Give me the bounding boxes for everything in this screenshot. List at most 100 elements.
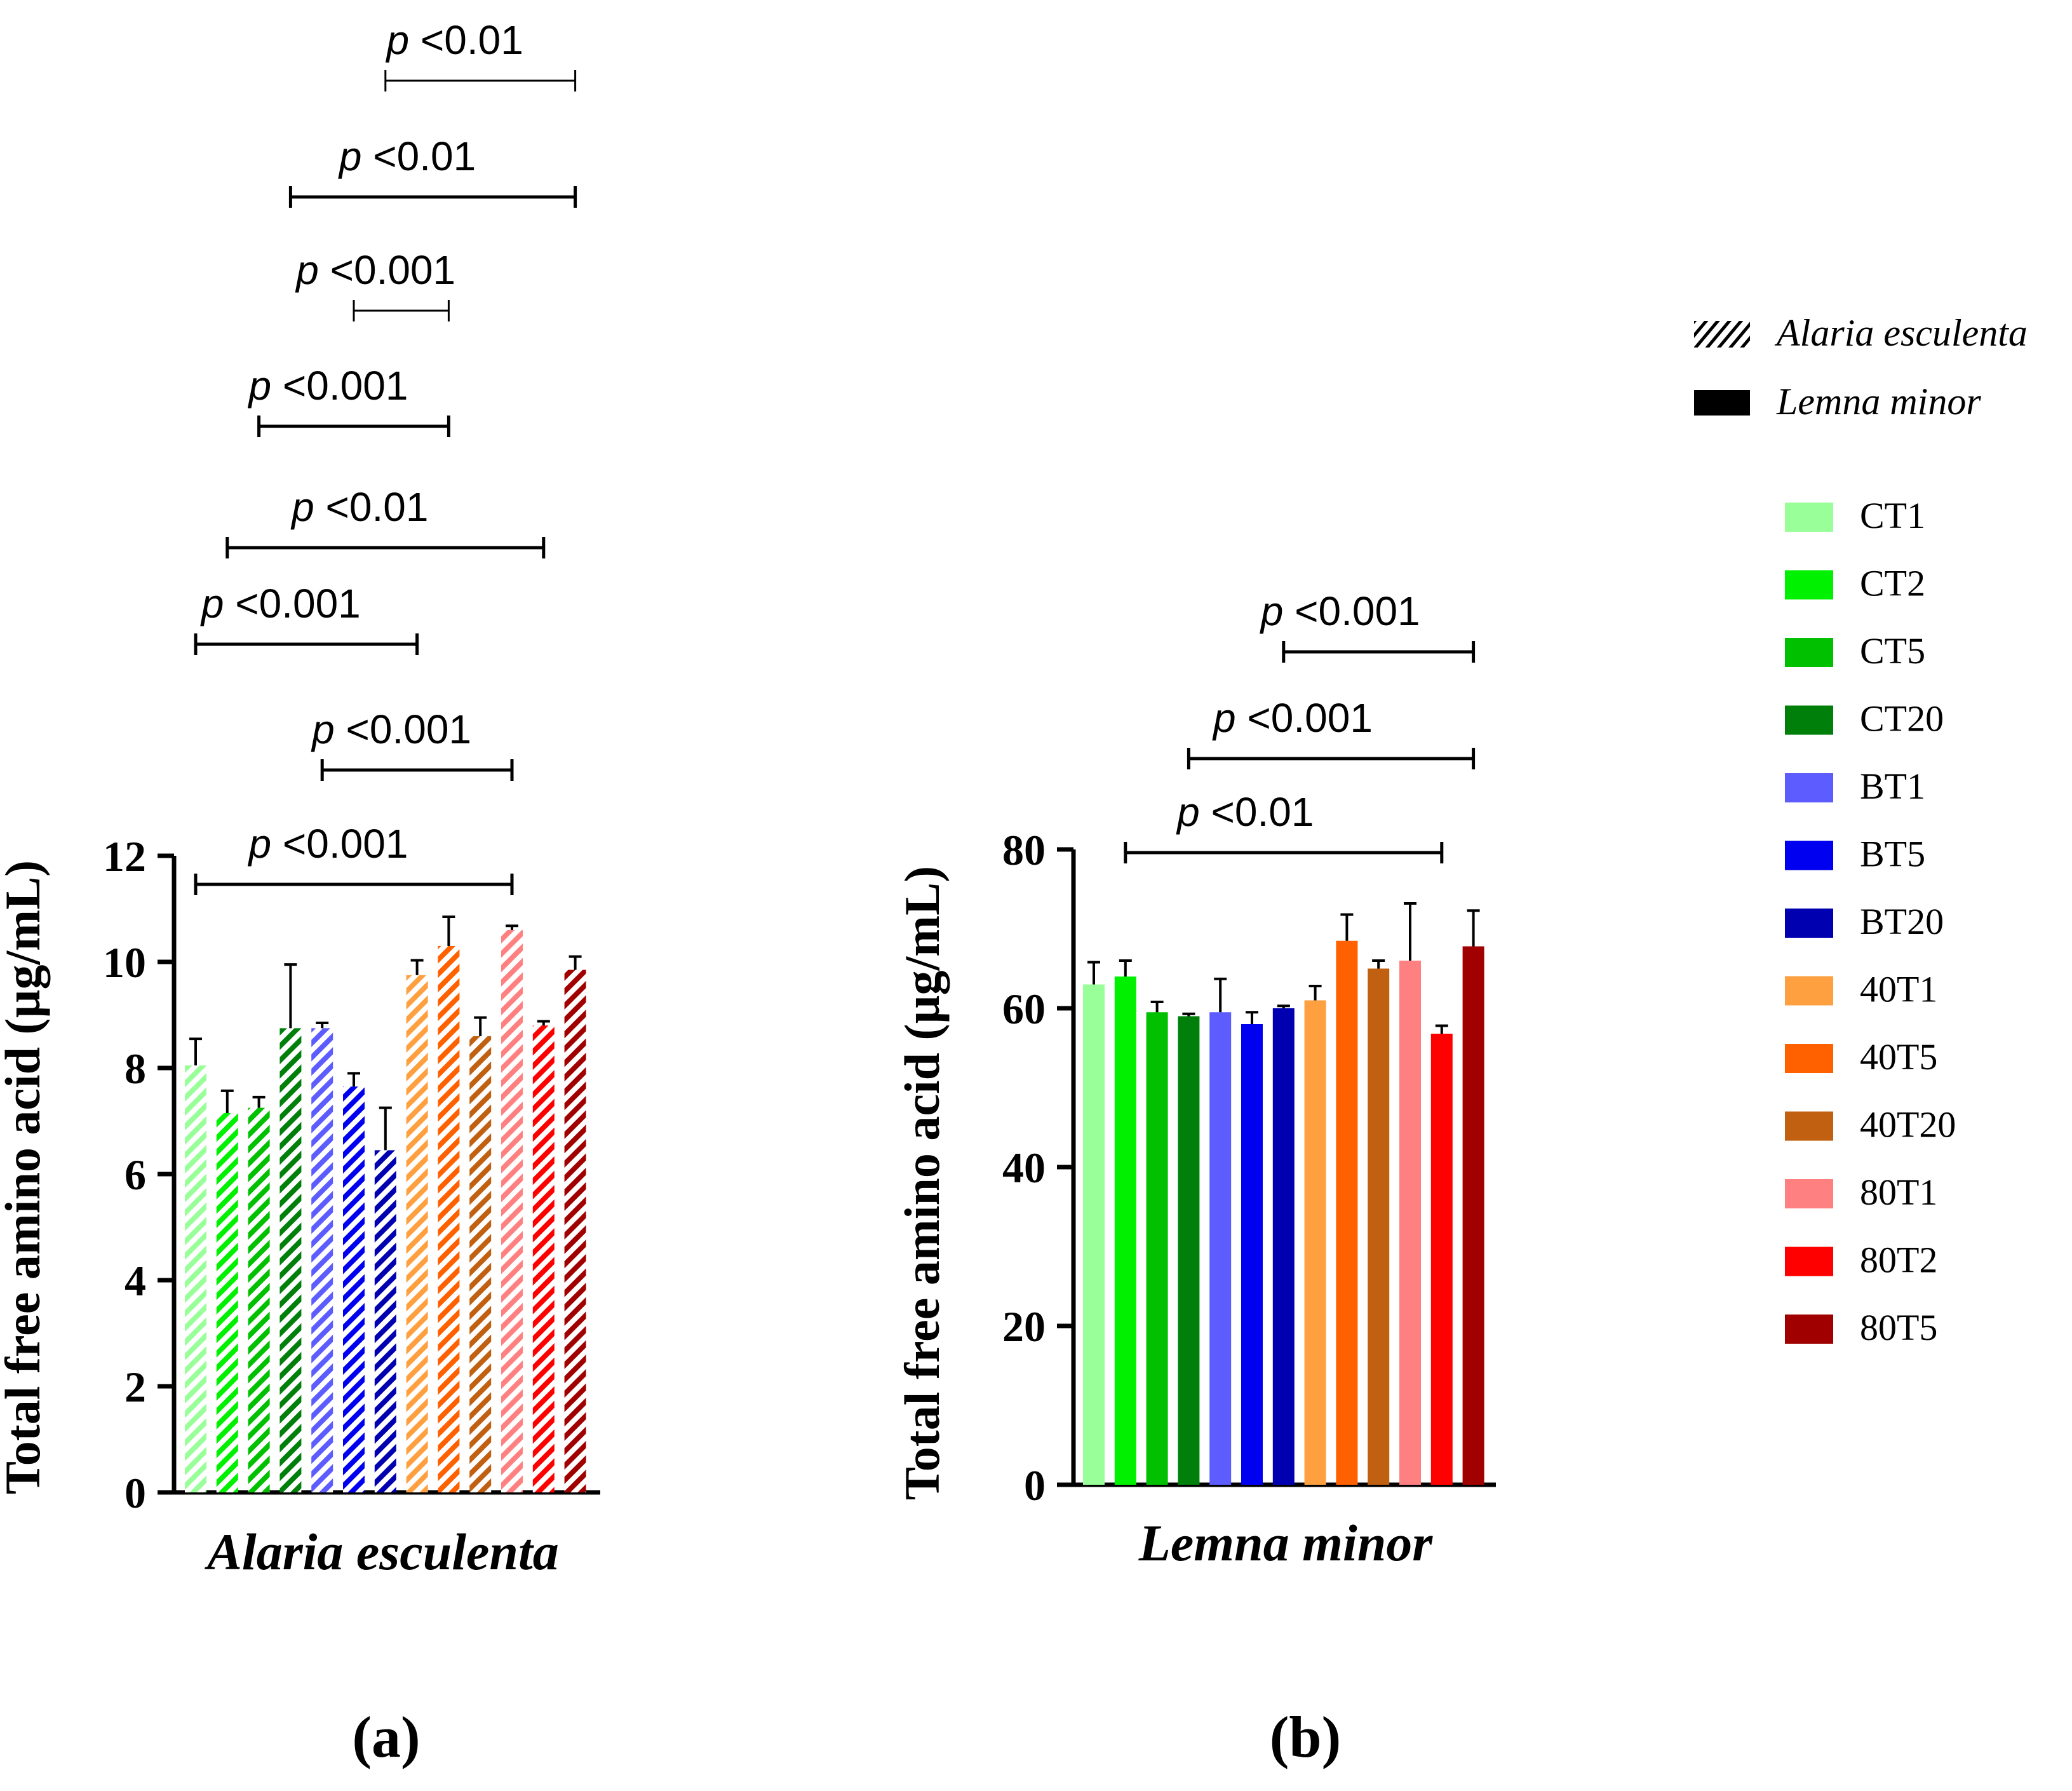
panel-b-error-bar-CT20 [1182,1012,1195,1017]
legend-swatch-80T1 [1785,1179,1833,1208]
panel-b-error-bar-BT5 [1246,1011,1258,1024]
panel-b-error-bar-CT1 [1087,961,1100,985]
legend-pattern-label-lemna: Lemna minor [1776,381,1981,422]
panel-a-error-bar-CT20 [284,963,297,1029]
panel-b-bar-80T1 [1399,961,1421,1485]
panel-a-error-bar-BT20 [379,1106,392,1151]
panel-a-bar-CT20 [279,1028,302,1492]
panel-a-significance-label: p <0.01 [338,133,476,179]
panel-b-significance-label: p <0.001 [1212,695,1373,741]
panel-a-marks: 0 2 4 6 8 10 12 p <0.001 p <0.001 p <0.001 p <0.01… [103,17,600,1517]
legend-label-40T20: 40T20 [1860,1104,1956,1146]
panel-a-significance-label: p <0.001 [295,247,455,293]
legend-swatch-BT5 [1785,841,1833,870]
panel-b-y-axis-label: Total free amino acid (µg/mL) [894,866,950,1500]
panel-a-significance-label: p <0.01 [386,17,523,63]
legend-pattern-entry-alaria: Alaria esculenta [1694,312,2028,354]
panel-a-y-tick-label: 2 [124,1363,146,1411]
panel-a-error-bar-BT1 [316,1022,329,1029]
panel-a-bar-80T5 [564,970,586,1492]
legend-label-CT2: CT2 [1860,563,1925,604]
panel-b-bar-40T20 [1368,968,1390,1485]
panel-b-y-tick-label: 60 [1002,985,1046,1033]
panel-a-significance-bracket [384,70,577,91]
panel-b-bar-40T1 [1304,1000,1326,1485]
panel-b-bar-40T5 [1336,940,1358,1485]
panel-a-caption: (a) [352,1705,420,1769]
panel-a-significance-bracket [194,633,419,655]
panel-a-bar-BT1 [311,1028,333,1492]
legend-swatch-BT1 [1785,773,1833,802]
panel-a-significance-bracket [288,186,577,208]
legend-pattern-label-alaria: Alaria esculenta [1774,312,2028,354]
legend-label-80T2: 80T2 [1860,1240,1937,1281]
panel-a-significance-bracket [320,759,514,781]
panel-b-bar-CT5 [1146,1012,1168,1485]
legend-swatch-CT20 [1785,705,1833,735]
panel-b-error-bar-40T5 [1340,913,1354,941]
panel-b-bar-80T5 [1462,946,1484,1485]
panel-a-error-bar-BT5 [347,1072,360,1087]
legend-label-BT5: BT5 [1860,834,1925,875]
legend-label-BT20: BT20 [1860,901,1944,942]
legend-label-40T1: 40T1 [1860,969,1937,1010]
panel-a-y-tick-label: 8 [124,1044,146,1093]
panel-a-bar-CT5 [248,1107,270,1492]
panel-b-error-bar-80T1 [1404,902,1416,961]
panel-b-significance-bracket [1187,748,1476,769]
panel-a: 0 2 4 6 8 10 12 p <0.001 p <0.001 p <0.001 p <0.01… [0,17,600,1769]
panel-a-bar-CT1 [185,1065,206,1492]
panel-a-error-bar-CT5 [252,1095,266,1108]
panel-a-significance-label: p <0.001 [248,821,408,867]
panel-b-significance-bracket [1282,641,1476,663]
legend-label-CT1: CT1 [1860,495,1925,536]
panel-a-bar-40T1 [406,975,428,1492]
legend-pattern-entry-lemna: Lemna minor [1694,381,1981,422]
panel-b-error-bar-80T5 [1467,909,1480,947]
panel-a-error-bar-CT1 [189,1037,202,1065]
panel-b-bar-80T2 [1430,1034,1453,1485]
panel-a-bar-40T20 [469,1036,492,1492]
panel-b-error-bar-40T1 [1308,985,1322,1001]
panel-b-marks: 0 20 40 60 80 p <0.01 p <0.001 p <0.001 [1002,588,1496,1510]
panel-a-y-tick-label: 4 [124,1257,146,1305]
panel-b-bar-CT1 [1083,984,1105,1485]
panel-a-bar-40T5 [438,945,460,1492]
panel-b-bar-CT20 [1178,1016,1200,1485]
legend-swatch-CT2 [1785,570,1833,600]
solid-swatch-icon [1694,390,1750,416]
panel-b-bar-BT1 [1209,1012,1232,1485]
panel-a-significance-label: p <0.001 [248,363,408,409]
panel-b: 0 20 40 60 80 p <0.01 p <0.001 p <0.001 Total f… [894,588,1496,1769]
panel-a-error-bar-80T1 [506,924,518,930]
panel-a-significance-label: p <0.001 [200,581,361,626]
panel-a-x-axis-label: Alaria esculenta [204,1523,559,1581]
panel-a-bar-80T2 [532,1025,555,1492]
panel-a-y-tick-label: 12 [103,832,146,881]
legend-label-40T5: 40T5 [1860,1036,1937,1078]
panel-a-bar-CT2 [216,1112,238,1492]
panel-b-bar-CT2 [1114,977,1136,1485]
panel-a-y-tick-label: 0 [124,1469,146,1517]
legend-label-BT1: BT1 [1860,766,1925,807]
legend-swatch-80T5 [1785,1315,1833,1344]
panel-b-bar-BT5 [1241,1024,1263,1485]
panel-a-y-tick-label: 10 [103,938,146,987]
legend-swatch-40T5 [1785,1044,1833,1073]
legend-swatch-80T2 [1785,1247,1833,1276]
panel-b-x-axis-label: Lemna minor [1138,1514,1434,1572]
panel-b-error-bar-CT2 [1119,959,1132,977]
hatch-swatch-icon [1694,321,1750,348]
legend-swatch-CT1 [1785,503,1833,532]
panel-b-error-bar-BT1 [1214,977,1227,1013]
panel-b-y-tick-label: 80 [1002,826,1046,874]
panel-b-significance-label: p <0.001 [1260,588,1420,634]
panel-b-y-tick-label: 0 [1024,1461,1046,1510]
panel-b-significance-label: p <0.01 [1176,789,1314,835]
legend-label-CT5: CT5 [1860,630,1925,672]
panel-a-significance-bracket [225,537,546,558]
panel-a-y-tick-label: 6 [124,1151,146,1199]
legend-label-CT20: CT20 [1860,698,1944,740]
panel-a-error-bar-80T2 [537,1020,550,1026]
